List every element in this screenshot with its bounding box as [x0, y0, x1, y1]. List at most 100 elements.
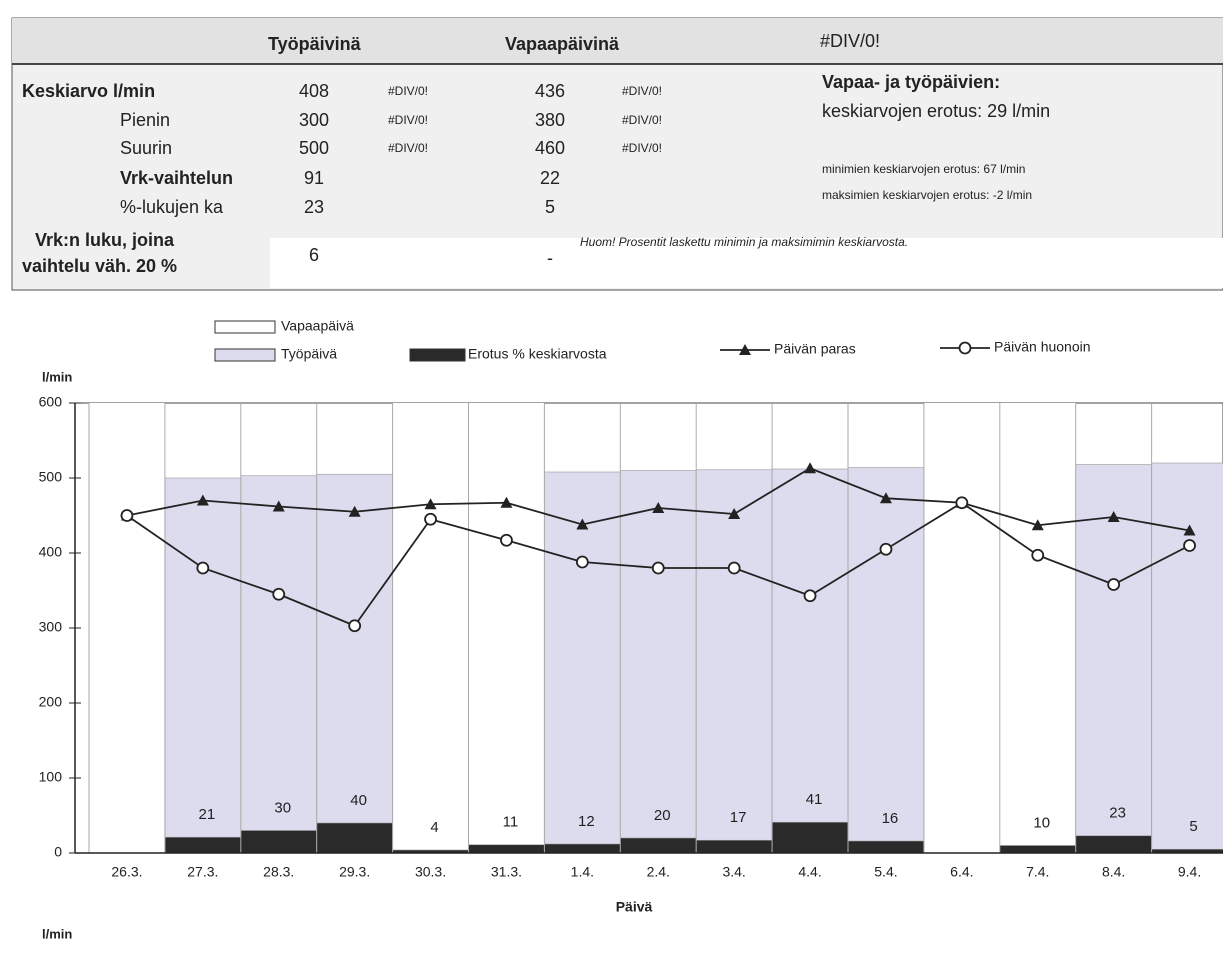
bar-value-label: 23: [1109, 805, 1126, 822]
cell: #DIV/0!: [388, 84, 428, 98]
legend-marker: [958, 341, 972, 355]
bar-value-label: 21: [199, 806, 216, 823]
row-label: Vrk-vaihtelun: [120, 168, 233, 188]
bar: [999, 845, 1076, 854]
bar-value-label: 40: [350, 792, 367, 809]
bar: [619, 470, 697, 854]
legend-label: Työpäivä: [281, 346, 337, 362]
cell: 500: [299, 138, 329, 158]
marker: [879, 542, 893, 556]
x-tick-label: 6.4.: [950, 864, 973, 880]
marker: [1183, 524, 1196, 536]
y-tick-label: 600: [39, 394, 63, 410]
bar: [771, 468, 849, 854]
marker: [1107, 511, 1120, 522]
x-tick-label: 31.3.: [491, 864, 522, 880]
row-label: Pienin: [120, 110, 170, 130]
cell: 91: [304, 168, 324, 188]
y-tick-label: 0: [54, 844, 62, 860]
marker: [424, 498, 437, 510]
bar: [695, 469, 773, 854]
marker: [196, 561, 210, 575]
header: #DIV/0!: [820, 31, 880, 51]
bar: [316, 822, 393, 854]
bar-value-label: 10: [1033, 814, 1050, 831]
x-axis-label: Päivä: [616, 899, 653, 915]
cell: 380: [535, 110, 565, 130]
bar: [164, 836, 242, 854]
cell: #DIV/0!: [388, 141, 428, 155]
bar: [89, 403, 165, 853]
marker: [955, 496, 969, 510]
x-tick-label: 1.4.: [571, 864, 594, 880]
marker: [500, 533, 513, 547]
x-tick-label: 30.3.: [415, 864, 446, 880]
legend-label: Erotus % keskiarvosta: [468, 346, 607, 362]
x-tick-label: 28.3.: [263, 864, 294, 880]
bar: [847, 840, 925, 854]
marker: [651, 561, 665, 575]
bar: [240, 475, 318, 854]
x-tick-label: 8.4.: [1102, 864, 1125, 880]
cell: #DIV/0!: [388, 113, 428, 127]
bar: [619, 837, 697, 854]
bar-value-label: 11: [503, 814, 519, 831]
legend-swatch: [214, 320, 276, 334]
marker: [804, 462, 817, 474]
y-tick-label: 100: [39, 769, 63, 785]
y-tick-label: 300: [39, 619, 63, 635]
legend-swatch: [214, 348, 276, 362]
marker: [424, 512, 437, 526]
y-axis-label: l/min: [42, 369, 72, 384]
note: maksimien keskiarvojen erotus: -2 l/min: [822, 188, 1032, 202]
marker: [1107, 578, 1121, 591]
row-label: vaihtelu väh. 20 %: [22, 256, 177, 276]
bar: [1151, 462, 1223, 854]
note: minimien keskiarvojen erotus: 67 l/min: [822, 162, 1025, 176]
cell: 22: [540, 168, 560, 188]
cell: 23: [304, 197, 324, 217]
x-tick-label: 9.4.: [1178, 864, 1201, 880]
cell: 300: [299, 110, 329, 130]
marker: [272, 587, 286, 601]
cell: 436: [535, 81, 565, 101]
x-tick-label: 7.4.: [1026, 864, 1049, 880]
marker: [500, 496, 513, 508]
bar-value-label: 20: [654, 807, 671, 824]
legend-label: Vapaapäivä: [281, 318, 354, 334]
bar: [771, 821, 849, 854]
header: Työpäivinä: [268, 34, 362, 54]
row-label: %-lukujen ka: [120, 197, 224, 217]
legend-marker: [739, 344, 751, 355]
marker: [1031, 548, 1045, 562]
bar: [1075, 464, 1152, 854]
marker: [803, 589, 817, 603]
cell: #DIV/0!: [622, 113, 662, 127]
bar-value-label: 4: [430, 819, 438, 836]
bar-value-label: 41: [806, 791, 823, 808]
footer-label: l/min: [42, 926, 72, 941]
marker: [1031, 519, 1044, 531]
y-tick-label: 500: [39, 469, 63, 485]
y-tick-label: 400: [39, 544, 63, 560]
x-tick-label: 2.4.: [647, 864, 670, 880]
marker: [1183, 539, 1196, 552]
bar: [695, 839, 773, 854]
cell: #DIV/0!: [622, 84, 662, 98]
y-tick-label: 200: [39, 694, 63, 710]
cell: 460: [535, 138, 565, 158]
row-label: Keskiarvo l/min: [22, 81, 155, 101]
x-tick-label: 26.3.: [111, 864, 142, 880]
remark-band: [270, 238, 1223, 288]
bar: [544, 843, 621, 854]
bar: [923, 403, 1000, 853]
legend-label: Päivän huonoin: [994, 339, 1091, 355]
bar: [468, 403, 545, 853]
legend-swatch: [409, 348, 466, 362]
bar-value-label: 12: [578, 813, 595, 830]
bar: [847, 467, 925, 854]
bar: [999, 403, 1076, 853]
cell: -: [547, 248, 553, 268]
bar-value-label: 17: [730, 809, 747, 826]
